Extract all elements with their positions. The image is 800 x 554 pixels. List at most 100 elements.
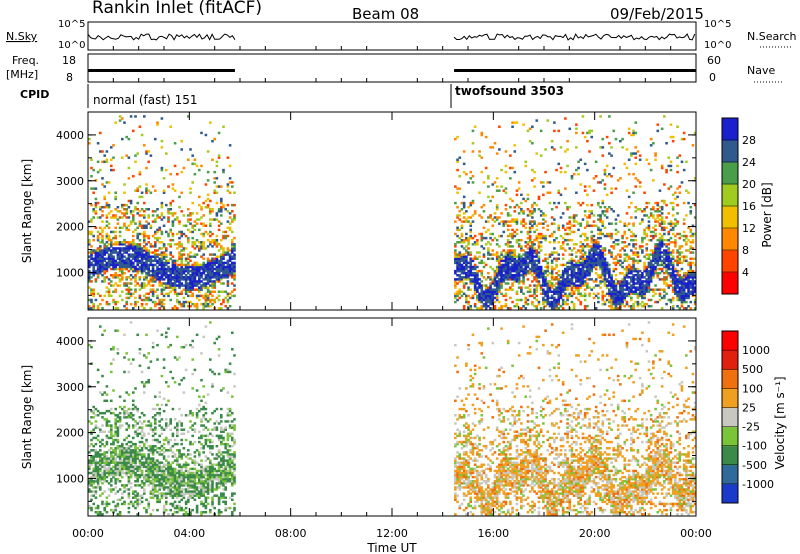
heatmap-cell bbox=[482, 255, 486, 258]
heatmap-cell bbox=[581, 232, 585, 236]
heatmap-cell bbox=[506, 212, 510, 215]
heatmap-cell bbox=[467, 274, 470, 277]
heatmap-cell bbox=[96, 486, 100, 489]
heatmap-cell bbox=[94, 451, 98, 454]
heatmap-cell bbox=[198, 218, 201, 221]
heatmap-cell bbox=[484, 307, 488, 310]
heatmap-cell bbox=[226, 226, 230, 230]
heatmap-cell bbox=[572, 214, 576, 217]
heatmap-cell bbox=[608, 294, 611, 298]
heatmap-cell bbox=[107, 257, 111, 260]
heatmap-cell bbox=[500, 253, 503, 256]
heatmap-cell bbox=[594, 251, 598, 254]
heatmap-cell bbox=[184, 288, 188, 291]
heatmap-cell bbox=[88, 251, 91, 254]
heatmap-cell bbox=[542, 226, 545, 230]
heatmap-cell bbox=[200, 222, 203, 225]
heatmap-cell bbox=[623, 241, 627, 244]
heatmap-cell bbox=[149, 269, 153, 273]
heatmap-cell bbox=[187, 282, 190, 285]
heatmap-cell bbox=[630, 284, 633, 287]
heatmap-cell bbox=[156, 255, 159, 258]
heatmap-cell bbox=[217, 185, 221, 188]
heatmap-cell bbox=[667, 164, 671, 168]
heatmap-cell bbox=[548, 300, 552, 304]
heatmap-cell bbox=[603, 257, 607, 260]
heatmap-cell bbox=[125, 263, 128, 267]
heatmap-cell bbox=[476, 243, 479, 246]
heatmap-cell bbox=[456, 259, 459, 263]
heatmap-cell bbox=[226, 261, 230, 265]
heatmap-cell bbox=[213, 189, 216, 192]
heatmap-cell bbox=[209, 259, 212, 263]
heatmap-cell bbox=[517, 253, 521, 256]
heatmap-cell bbox=[658, 232, 662, 236]
heatmap-cell bbox=[663, 183, 666, 186]
heatmap-cell bbox=[473, 304, 477, 308]
heatmap-cell bbox=[191, 263, 194, 267]
heatmap-cell bbox=[528, 139, 532, 143]
heatmap-cell bbox=[154, 269, 157, 273]
heatmap-cell bbox=[105, 500, 109, 504]
heatmap-cell bbox=[462, 282, 466, 285]
heatmap-cell bbox=[592, 280, 596, 283]
heatmap-cell bbox=[94, 253, 98, 256]
heatmap-cell bbox=[553, 284, 556, 287]
heatmap-cell bbox=[619, 292, 622, 296]
heatmap-cell bbox=[184, 284, 188, 287]
heatmap-cell bbox=[682, 282, 686, 285]
heatmap-cell bbox=[145, 259, 148, 263]
heatmap-cell bbox=[114, 477, 117, 481]
heatmap-cell bbox=[643, 290, 646, 293]
heatmap-cell bbox=[636, 208, 640, 211]
heatmap-cell bbox=[627, 294, 631, 298]
heatmap-cell bbox=[151, 288, 155, 291]
heatmap-cell bbox=[114, 329, 117, 332]
heatmap-cell bbox=[682, 234, 686, 238]
heatmap-cell bbox=[187, 220, 190, 223]
heatmap-cell bbox=[663, 265, 666, 269]
heatmap-cell bbox=[610, 187, 613, 190]
heatmap-cell bbox=[92, 288, 95, 291]
heatmap-cell bbox=[493, 181, 497, 184]
heatmap-cell bbox=[462, 271, 466, 275]
heatmap-cell bbox=[544, 170, 547, 174]
heatmap-cell bbox=[667, 232, 671, 236]
heatmap-cell bbox=[151, 210, 155, 213]
heatmap-cell bbox=[88, 420, 91, 423]
heatmap-cell bbox=[520, 201, 523, 205]
heatmap-cell bbox=[649, 253, 653, 256]
heatmap-cell bbox=[682, 222, 686, 225]
heatmap-cell bbox=[151, 284, 155, 287]
heatmap-cell bbox=[460, 269, 464, 273]
heatmap-cell bbox=[96, 471, 100, 475]
heatmap-cell bbox=[99, 457, 102, 460]
nsearch-label: N.Search bbox=[747, 30, 797, 43]
heatmap-cell bbox=[550, 286, 554, 289]
heatmap-cell bbox=[658, 257, 662, 260]
heatmap-cell bbox=[228, 257, 232, 260]
heatmap-cell bbox=[687, 201, 690, 205]
heatmap-cell bbox=[625, 236, 629, 240]
heatmap-cell bbox=[689, 205, 693, 209]
heatmap-cell bbox=[215, 259, 219, 263]
heatmap-cell bbox=[140, 195, 144, 199]
heatmap-cell bbox=[682, 288, 686, 291]
heatmap-cell bbox=[114, 261, 117, 265]
heatmap-cell bbox=[634, 278, 638, 281]
heatmap-cell bbox=[90, 461, 93, 464]
heatmap-cell bbox=[110, 168, 113, 172]
heatmap-cell bbox=[127, 292, 131, 296]
heatmap-cell bbox=[592, 292, 596, 296]
heatmap-cell bbox=[669, 236, 673, 240]
heatmap-cell bbox=[116, 274, 120, 277]
heatmap-cell bbox=[456, 234, 459, 238]
heatmap-cell bbox=[217, 156, 221, 159]
heatmap-cell bbox=[608, 263, 611, 267]
heatmap-cell bbox=[506, 271, 510, 275]
heatmap-cell bbox=[660, 205, 664, 209]
heatmap-cell bbox=[559, 288, 563, 291]
heatmap-cell bbox=[610, 292, 613, 296]
heatmap-cell bbox=[693, 288, 697, 291]
